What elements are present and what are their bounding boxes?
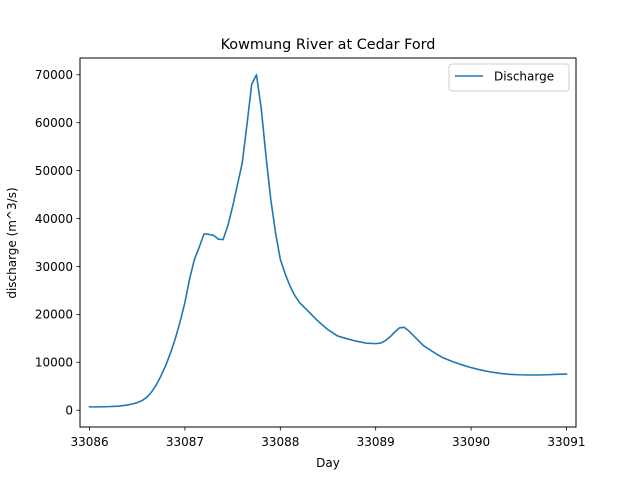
y-tick-label: 10000: [35, 356, 73, 370]
legend: Discharge: [448, 63, 570, 92]
y-tick-label: 30000: [35, 260, 73, 274]
y-tick-label: 0: [65, 404, 73, 418]
y-tick-label: 60000: [35, 116, 73, 130]
y-axis: 0 10000 20000 30000 40000 50000 60000 70000: [35, 68, 80, 418]
y-tick-label: 20000: [35, 308, 73, 322]
x-axis: 33086 33087 33088 33089 33090 33091: [70, 427, 586, 449]
x-tick-label: 33091: [547, 435, 585, 449]
series-line-discharge: [88, 73, 568, 408]
x-tick-label: 33087: [166, 435, 204, 449]
chart-title: Kowmung River at Cedar Ford: [221, 37, 436, 53]
y-tick-label: 50000: [35, 164, 73, 178]
legend-box: [448, 63, 570, 92]
x-tick-label: 33088: [261, 435, 299, 449]
axes-frame: [79, 57, 577, 428]
y-axis-label: discharge (m^3/s): [5, 187, 19, 298]
y-tick-label: 40000: [35, 212, 73, 226]
x-tick-label: 33090: [452, 435, 490, 449]
x-tick-label: 33089: [357, 435, 395, 449]
x-axis-label: Day: [316, 456, 340, 470]
x-tick-label: 33086: [70, 435, 108, 449]
y-tick-label: 70000: [35, 68, 73, 82]
legend-label: Discharge: [494, 70, 554, 84]
series-layer: [88, 73, 568, 408]
